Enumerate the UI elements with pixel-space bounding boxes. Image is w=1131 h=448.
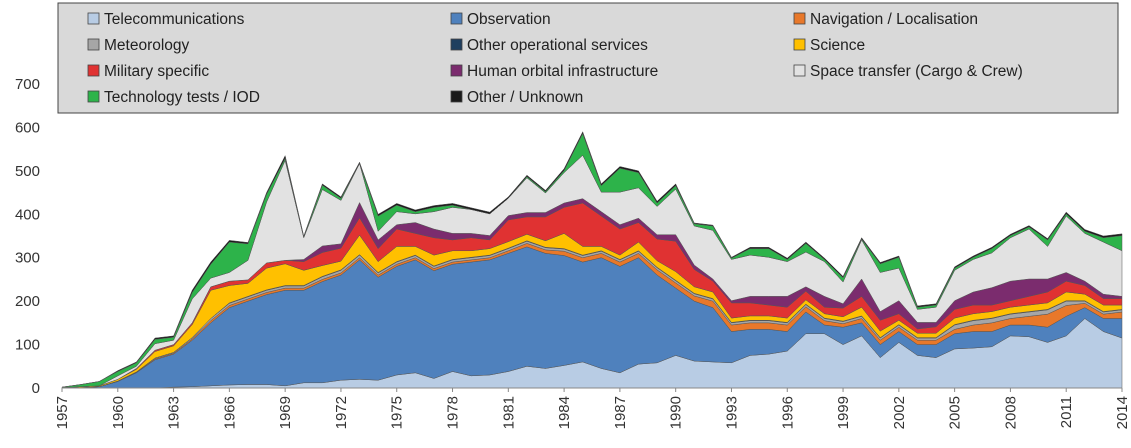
- x-tick-label: 1993: [723, 396, 740, 429]
- y-tick-label: 600: [15, 119, 40, 136]
- x-tick-label: 2005: [947, 396, 964, 429]
- y-tick-label: 0: [32, 380, 40, 397]
- legend-swatch: [793, 64, 806, 77]
- y-tick-label: 500: [15, 163, 40, 180]
- y-tick-label: 200: [15, 293, 40, 310]
- legend-swatch: [793, 38, 806, 51]
- legend-swatch: [450, 38, 463, 51]
- legend-label: Human orbital infrastructure: [467, 63, 658, 80]
- x-tick-label: 1981: [500, 396, 517, 429]
- legend-swatch: [87, 90, 100, 103]
- legend-swatch: [450, 12, 463, 25]
- legend-box: [57, 2, 1119, 114]
- y-tick-label: 700: [15, 76, 40, 93]
- x-tick-label: 1972: [333, 396, 350, 429]
- legend-label: Technology tests / IOD: [104, 89, 260, 106]
- y-tick-label: 400: [15, 206, 40, 223]
- legend-swatch: [793, 12, 806, 25]
- legend-swatch: [87, 12, 100, 25]
- x-tick-label: 2011: [1058, 396, 1075, 428]
- y-tick-label: 300: [15, 250, 40, 267]
- x-tick-label: 1963: [166, 396, 183, 429]
- legend-label: Other operational services: [467, 37, 648, 54]
- legend-swatch: [87, 38, 100, 51]
- x-tick-label: 1984: [556, 396, 573, 429]
- x-tick-label: 1990: [668, 396, 685, 429]
- x-tick-label: 1960: [110, 396, 127, 429]
- legend-label: Science: [810, 37, 865, 54]
- x-tick-label: 1999: [835, 396, 852, 429]
- legend-label: Space transfer (Cargo & Crew): [810, 63, 1023, 80]
- legend-label: Telecommunications: [104, 11, 245, 28]
- x-tick-label: 2002: [891, 396, 908, 429]
- x-tick-label: 1969: [277, 396, 294, 429]
- x-tick-label: 1996: [779, 396, 796, 429]
- legend-label: Observation: [467, 11, 551, 28]
- legend-label: Other / Unknown: [467, 89, 583, 106]
- x-tick-label: 1978: [445, 396, 462, 429]
- legend-label: Military specific: [104, 63, 209, 80]
- x-tick-label: 2008: [1002, 396, 1019, 429]
- x-tick-label: 1957: [54, 396, 71, 429]
- area: [61, 131, 1123, 388]
- x-tick-label: 1966: [221, 396, 238, 429]
- legend-swatch: [450, 90, 463, 103]
- legend-label: Meteorology: [104, 37, 190, 54]
- x-tick-label: 1987: [612, 396, 629, 429]
- legend-label: Navigation / Localisation: [810, 11, 978, 28]
- legend-swatch: [87, 64, 100, 77]
- y-tick-label: 100: [15, 337, 40, 354]
- legend-swatch: [450, 64, 463, 77]
- x-tick-label: 2014: [1114, 396, 1131, 429]
- x-tick-label: 1975: [389, 396, 406, 429]
